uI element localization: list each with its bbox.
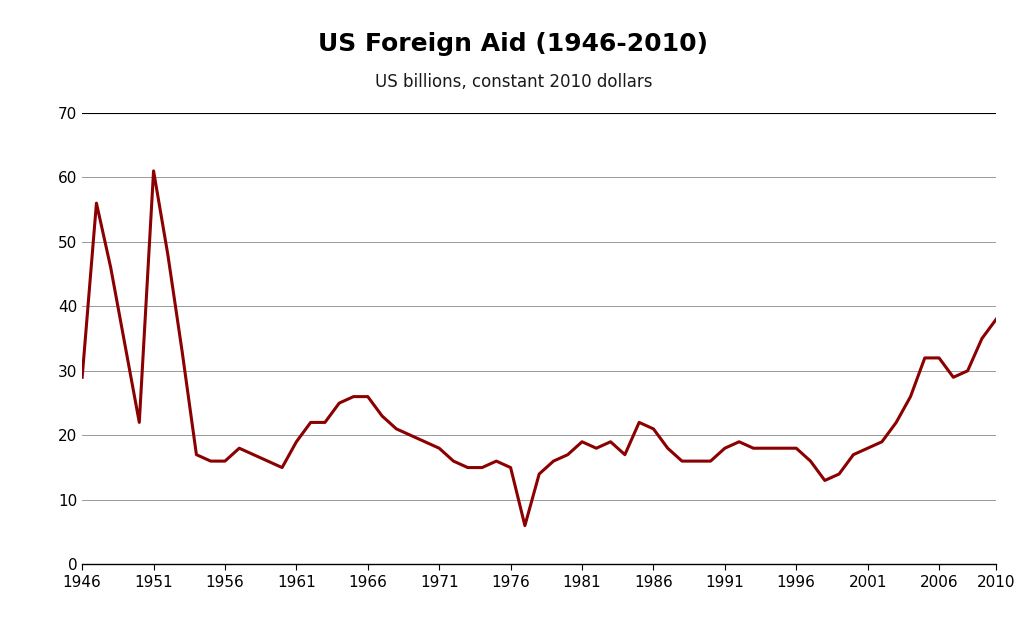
Text: US Foreign Aid (1946-2010): US Foreign Aid (1946-2010) xyxy=(318,32,709,56)
Text: US billions, constant 2010 dollars: US billions, constant 2010 dollars xyxy=(375,73,652,90)
